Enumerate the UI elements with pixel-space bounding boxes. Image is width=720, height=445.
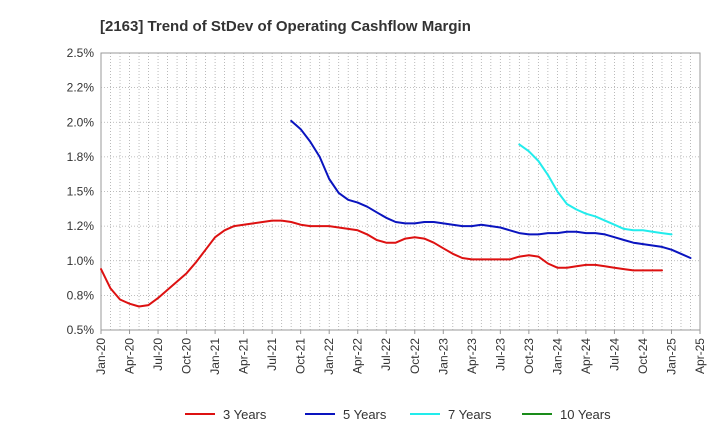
x-tick-label: Oct-22: [408, 338, 422, 374]
x-tick-label: Jul-21: [265, 338, 279, 371]
x-tick-label: Oct-21: [294, 338, 308, 374]
axis-layer: 0.5% 0.8% 1.0% 1.2% 1.5% 1.8% 2.0% 2.2% 2.5% Jan-…: [67, 46, 707, 375]
legend-label-5-years: 5 Years: [343, 407, 387, 422]
x-tick-label: Jul-23: [493, 338, 507, 371]
plot-area-border: [100, 52, 701, 331]
x-tick-label: Apr-22: [351, 338, 365, 374]
x-tick-label: Apr-20: [123, 338, 137, 374]
series-line-7-years: [518, 143, 673, 236]
x-tick-label: Apr-25: [693, 338, 707, 374]
x-tick-label: Oct-24: [636, 338, 650, 374]
x-tick-label: Apr-21: [237, 338, 251, 374]
y-tick-label: 2.0%: [67, 115, 95, 129]
x-tick-label: Jan-23: [436, 338, 450, 375]
series-layer: [100, 119, 692, 308]
grid-layer: [100, 52, 701, 331]
x-tick-label: Jul-22: [379, 338, 393, 371]
y-tick-label: 1.5%: [67, 185, 95, 199]
x-tick-label: Apr-23: [465, 338, 479, 374]
y-tick-label: 1.2%: [67, 219, 95, 233]
x-tick-label: Jul-24: [607, 338, 621, 371]
y-tick-label: 1.0%: [67, 254, 95, 268]
legend-label-10-years: 10 Years: [560, 407, 611, 422]
y-tick-label: 2.5%: [67, 46, 95, 60]
x-tick-label: Jul-20: [151, 338, 165, 371]
x-tick-label: Jan-21: [208, 338, 222, 375]
x-tick-label: Jan-22: [322, 338, 336, 375]
x-tick-label: Jan-20: [94, 338, 108, 375]
x-tick-label: Oct-23: [522, 338, 536, 374]
x-tick-label: Jan-25: [664, 338, 678, 375]
series-line-3-years: [100, 219, 663, 308]
series-line-5-years: [290, 119, 692, 259]
x-tick-label: Jan-24: [550, 338, 564, 375]
y-tick-label: 1.8%: [67, 150, 95, 164]
legend-label-7-years: 7 Years: [448, 407, 492, 422]
y-tick-label: 0.5%: [67, 323, 95, 337]
legend-label-3-years: 3 Years: [223, 407, 267, 422]
chart-title: [2163] Trend of StDev of Operating Cashf…: [100, 18, 471, 35]
y-tick-label: 0.8%: [67, 288, 95, 302]
legend: 3 Years 5 Years 7 Years 10 Years: [185, 407, 611, 422]
x-tick-label: Apr-24: [579, 338, 593, 374]
y-tick-label: 2.2%: [67, 81, 95, 95]
x-tick-label: Oct-20: [180, 338, 194, 374]
